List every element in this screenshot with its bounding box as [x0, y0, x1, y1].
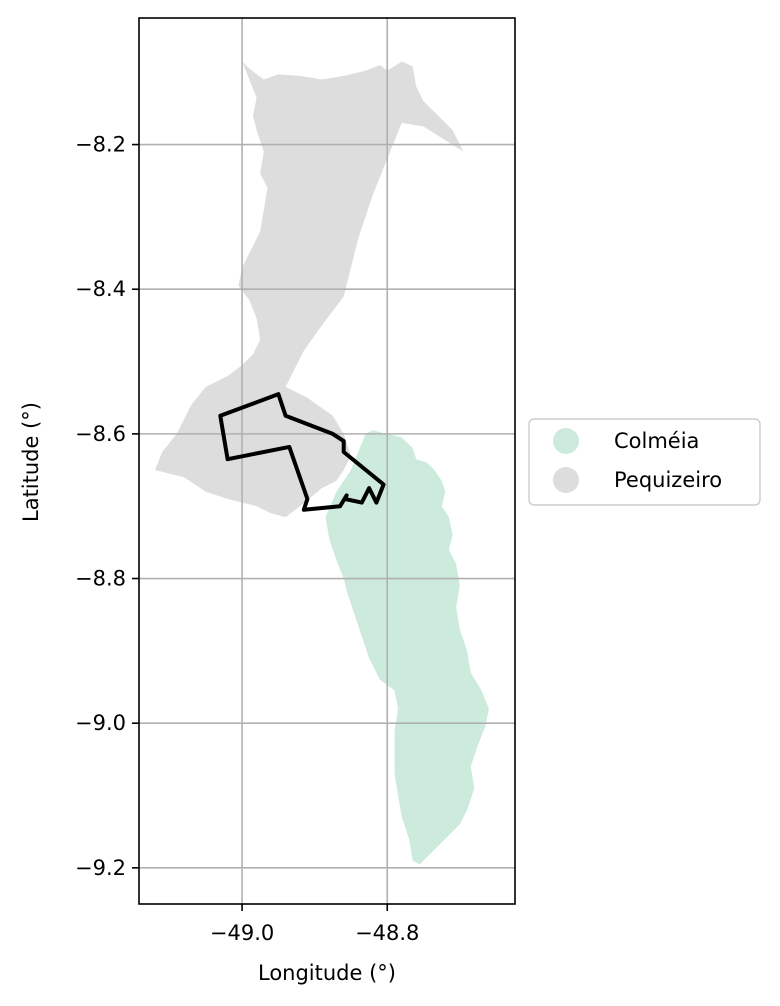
y-tick-label: −9.2: [75, 856, 126, 880]
region-colmeia: [325, 430, 489, 865]
x-tick-label: −49.0: [210, 921, 274, 945]
outline-layer: [218, 392, 386, 512]
regions-layer: [155, 61, 489, 865]
y-tick-label: −9.0: [75, 711, 126, 735]
legend-marker-colmeia: [553, 428, 579, 454]
y-tick-label: −8.2: [75, 133, 126, 157]
y-tick-label: −8.8: [75, 567, 126, 591]
y-axis: −8.2 −8.4 −8.6 −8.8 −9.0 −9.2: [75, 133, 139, 880]
y-tick-label: −8.6: [75, 422, 126, 446]
x-tick-label: −48.8: [355, 921, 419, 945]
x-axis-label: Longitude (°): [258, 961, 396, 985]
legend: Colméia Pequizeiro: [528, 418, 761, 506]
plot-frame: [138, 17, 516, 905]
y-axis-label: Latitude (°): [19, 402, 43, 522]
y-tick-label: −8.4: [75, 277, 126, 301]
legend-marker-pequizeiro: [553, 467, 579, 493]
x-axis: −49.0 −48.8: [210, 904, 419, 945]
area-outline: [218, 392, 386, 512]
grid-layer: [139, 18, 515, 904]
legend-label-colmeia: Colméia: [614, 429, 699, 453]
legend-label-pequizeiro: Pequizeiro: [614, 468, 722, 492]
legend-frame: [528, 418, 761, 506]
